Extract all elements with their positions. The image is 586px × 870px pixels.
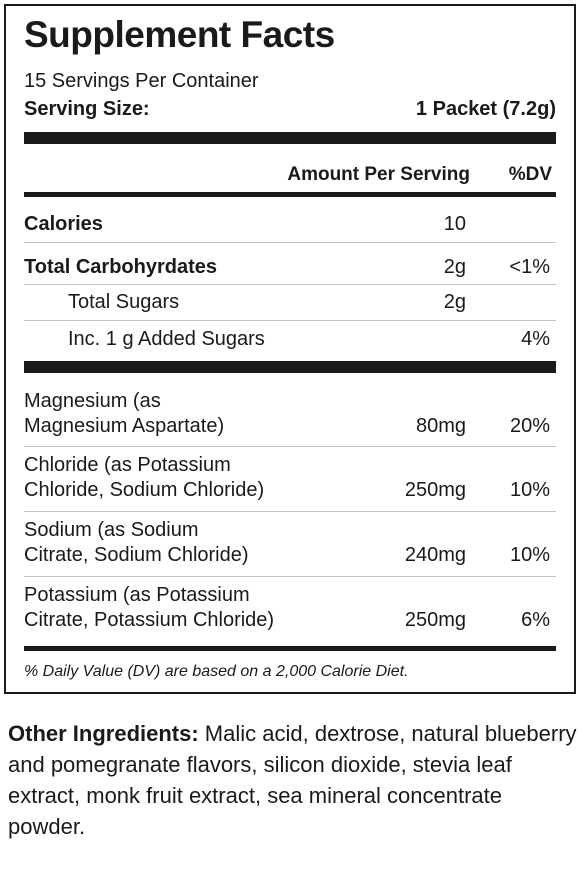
row-magnesium: Magnesium (as Magnesium Aspartate) 80mg … bbox=[24, 389, 556, 439]
nutrient-name-line: Chloride (as Potassium bbox=[24, 454, 231, 476]
row-divider bbox=[24, 446, 556, 447]
nutrient-amount: 2g bbox=[443, 256, 466, 278]
row-total-sugars: Total Sugars 2g bbox=[24, 291, 556, 314]
nutrient-name-line: Sodium (as Sodium bbox=[24, 519, 199, 541]
serving-size-label: Serving Size: bbox=[24, 98, 150, 120]
row-divider bbox=[24, 511, 556, 512]
nutrient-name: Total Carbohyrdates bbox=[24, 256, 217, 278]
nutrient-name-line: Citrate, Potassium Chloride) bbox=[24, 609, 275, 631]
row-divider bbox=[24, 576, 556, 577]
row-added-sugars: Inc. 1 g Added Sugars 4% bbox=[24, 328, 556, 351]
row-calories: Calories 10 bbox=[24, 213, 556, 236]
row-sodium: Sodium (as Sodium Citrate, Sodium Chlori… bbox=[24, 518, 556, 568]
footer-divider bbox=[24, 646, 556, 651]
nutrient-name-line: Chloride, Sodium Chloride) bbox=[24, 479, 265, 501]
supplement-facts-panel: Supplement Facts 15 Servings Per Contain… bbox=[4, 4, 576, 694]
serving-size-value: 1 Packet (7.2g) bbox=[415, 98, 556, 120]
nutrient-name-line: Magnesium Aspartate) bbox=[24, 415, 225, 437]
thick-divider bbox=[24, 361, 556, 373]
row-divider bbox=[24, 242, 556, 243]
other-ingredients: Other Ingredients: Malic acid, dextrose,… bbox=[8, 718, 578, 842]
panel-title: Supplement Facts bbox=[24, 14, 335, 55]
nutrient-amount: 240mg bbox=[404, 544, 466, 566]
nutrient-dv: 10% bbox=[509, 479, 550, 501]
nutrient-name: Calories bbox=[24, 213, 103, 235]
serving-size-row: Serving Size: 1 Packet (7.2g) bbox=[24, 98, 556, 121]
row-divider bbox=[24, 320, 556, 321]
nutrient-name: Inc. 1 g Added Sugars bbox=[68, 328, 265, 350]
header-divider bbox=[24, 192, 556, 197]
nutrient-name-line: Potassium (as Potassium bbox=[24, 584, 250, 606]
servings-per-container: 15 Servings Per Container bbox=[24, 70, 259, 92]
nutrient-name-line: Citrate, Sodium Chloride) bbox=[24, 544, 249, 566]
header-dv: %DV bbox=[508, 164, 552, 185]
row-chloride: Chloride (as Potassium Chloride, Sodium … bbox=[24, 453, 556, 503]
thick-divider bbox=[24, 132, 556, 144]
nutrient-amount: 10 bbox=[443, 213, 466, 235]
header-amount: Amount Per Serving bbox=[287, 164, 470, 185]
nutrient-amount: 2g bbox=[443, 291, 466, 313]
row-divider bbox=[24, 284, 556, 285]
nutrient-name: Total Sugars bbox=[68, 291, 180, 313]
nutrient-amount: 250mg bbox=[404, 609, 466, 631]
nutrient-dv: <1% bbox=[509, 256, 550, 278]
other-ingredients-text: Malic acid, dextrose, natural blueberry … bbox=[8, 721, 577, 839]
nutrient-dv: 20% bbox=[509, 415, 550, 437]
row-total-carbohydrates: Total Carbohyrdates 2g <1% bbox=[24, 256, 556, 279]
daily-value-footnote: % Daily Value (DV) are based on a 2,000 … bbox=[24, 663, 409, 680]
nutrient-amount: 250mg bbox=[404, 479, 466, 501]
nutrient-amount: 80mg bbox=[415, 415, 466, 437]
nutrient-name-line: Magnesium (as bbox=[24, 390, 161, 412]
other-ingredients-label: Other Ingredients: bbox=[8, 721, 199, 746]
nutrient-dv: 4% bbox=[521, 328, 550, 350]
row-potassium: Potassium (as Potassium Citrate, Potassi… bbox=[24, 583, 556, 633]
nutrient-dv: 10% bbox=[509, 544, 550, 566]
nutrient-dv: 6% bbox=[521, 609, 550, 631]
